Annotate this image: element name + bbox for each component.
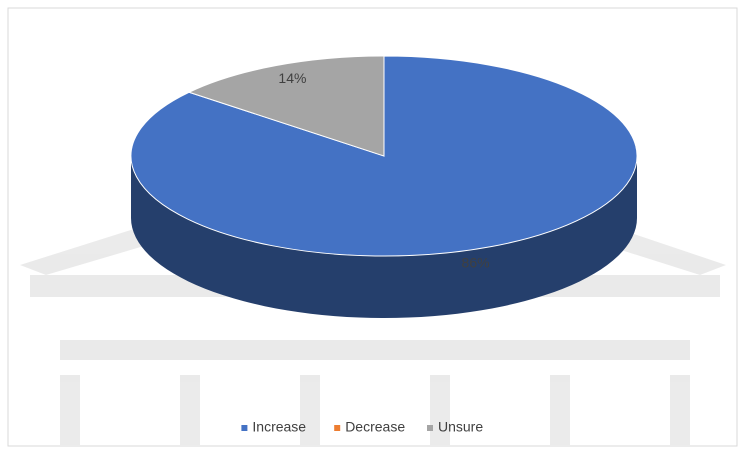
- slice: [187, 55, 385, 157]
- legend-label: Unsure: [438, 419, 483, 435]
- data-label: 14%: [278, 70, 306, 86]
- legend-swatch: [427, 425, 433, 431]
- legend-swatch: [241, 425, 248, 431]
- pie: 86% 14%: [130, 55, 638, 318]
- legend-label: Decrease: [345, 419, 405, 435]
- legend: Increase Decrease Unsure: [241, 419, 483, 435]
- data-label: 86%: [462, 255, 490, 271]
- legend-swatch: [334, 425, 341, 431]
- slice-side: [131, 156, 637, 318]
- legend-label: Increase: [252, 419, 306, 435]
